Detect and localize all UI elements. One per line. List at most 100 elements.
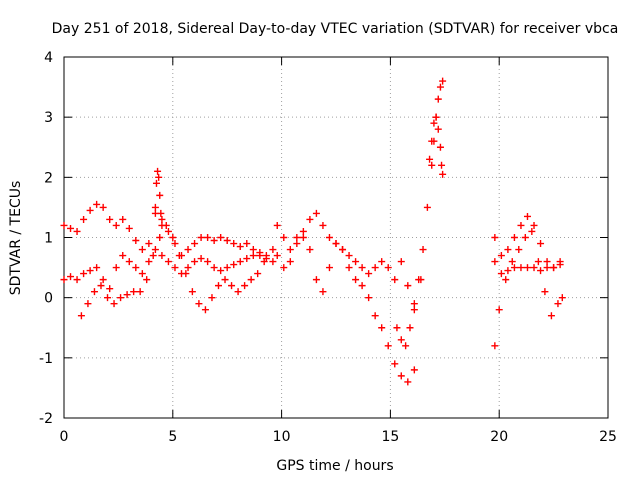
data-point	[406, 324, 414, 332]
data-point	[547, 312, 555, 320]
data-point	[358, 264, 366, 272]
data-point	[293, 240, 301, 248]
data-point	[184, 246, 192, 254]
data-point	[345, 252, 353, 260]
data-point	[537, 240, 545, 248]
data-point	[286, 258, 294, 266]
data-point	[86, 206, 94, 214]
data-point	[230, 240, 238, 248]
data-point	[125, 224, 133, 232]
data-point	[136, 288, 144, 296]
data-point	[510, 264, 518, 272]
series-middle-track-early	[60, 246, 277, 293]
data-point	[157, 209, 165, 217]
data-point	[497, 270, 505, 278]
y-tick-label: -1	[39, 351, 53, 367]
data-point	[523, 264, 531, 272]
data-point	[201, 306, 209, 314]
data-point	[230, 261, 238, 269]
x-axis-label: GPS time / hours	[276, 458, 393, 474]
data-point	[217, 267, 225, 275]
data-point	[97, 282, 105, 290]
data-point	[67, 224, 75, 232]
y-tick-label: 1	[44, 231, 53, 247]
data-point	[365, 270, 373, 278]
data-point	[384, 342, 392, 350]
data-point	[99, 276, 107, 284]
data-point	[280, 264, 288, 272]
data-point	[221, 276, 229, 284]
data-point	[402, 342, 410, 350]
data-point	[84, 300, 92, 308]
data-point	[339, 246, 347, 254]
data-point	[60, 276, 68, 284]
data-point	[537, 267, 545, 275]
data-point	[247, 276, 255, 284]
series-lower-track-late	[273, 234, 418, 386]
data-point	[273, 221, 281, 229]
data-point	[214, 282, 222, 290]
data-point	[306, 215, 314, 223]
data-point	[217, 234, 225, 241]
data-point	[156, 234, 164, 241]
data-point	[345, 264, 353, 272]
data-point	[397, 372, 405, 380]
data-point	[358, 282, 366, 290]
data-point	[106, 215, 114, 223]
data-point	[86, 267, 94, 275]
data-point	[556, 261, 564, 269]
data-point	[175, 252, 183, 260]
data-point	[210, 264, 218, 272]
data-point	[404, 282, 412, 290]
data-point	[497, 252, 505, 260]
data-point	[543, 264, 551, 272]
data-point	[410, 366, 418, 374]
data-point	[419, 246, 427, 254]
data-point	[410, 306, 418, 314]
data-point	[325, 264, 333, 272]
data-point	[312, 276, 320, 284]
data-point	[171, 240, 179, 248]
data-point	[123, 291, 131, 299]
data-point	[410, 300, 418, 308]
data-point	[138, 270, 146, 278]
data-point	[210, 237, 218, 245]
data-point	[332, 240, 340, 248]
data-point	[90, 288, 98, 296]
data-point	[504, 246, 512, 254]
data-point	[371, 264, 379, 272]
data-point	[236, 258, 244, 266]
data-point	[249, 252, 257, 260]
data-point	[119, 252, 127, 260]
data-point	[93, 200, 101, 208]
data-point	[550, 264, 558, 272]
data-point	[67, 273, 75, 281]
data-point	[439, 170, 447, 178]
data-point	[428, 161, 436, 169]
data-point	[517, 221, 525, 229]
data-point	[558, 294, 566, 302]
data-point	[530, 221, 538, 229]
x-tick-label: 20	[490, 429, 508, 445]
data-point	[352, 258, 360, 266]
data-point	[517, 264, 525, 272]
data-point	[145, 240, 153, 248]
data-point	[426, 155, 434, 163]
data-point	[397, 258, 405, 266]
chart-title: Day 251 of 2018, Sidereal Day-to-day VTE…	[52, 21, 619, 37]
data-point	[299, 234, 307, 241]
data-point	[273, 252, 281, 260]
data-point	[149, 252, 157, 260]
data-point	[130, 288, 138, 296]
data-point	[184, 264, 192, 272]
x-tick-label: 5	[168, 429, 177, 445]
data-point	[117, 294, 125, 302]
data-point	[371, 312, 379, 320]
y-tick-label: 0	[44, 291, 53, 307]
data-point	[436, 83, 444, 91]
data-point	[236, 243, 244, 251]
series-upper-track-early	[60, 200, 277, 260]
data-point	[543, 258, 551, 266]
data-point	[306, 246, 314, 254]
data-point	[191, 258, 199, 266]
